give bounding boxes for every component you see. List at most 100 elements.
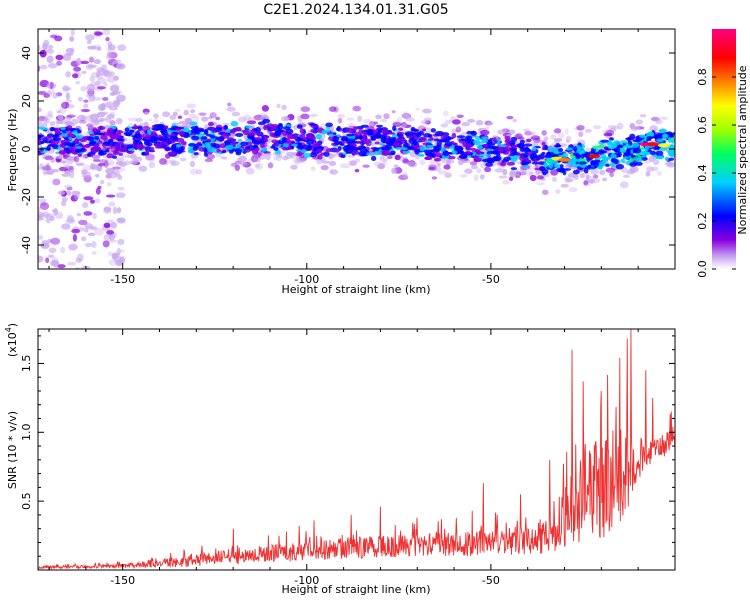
- heatmap-cell: [92, 212, 97, 220]
- heatmap-cell: [61, 101, 70, 109]
- heatmap-cell: [94, 173, 100, 178]
- heatmap-cell: [87, 232, 96, 237]
- heatmap-cell: [340, 154, 346, 159]
- heatmap-cell: [231, 141, 237, 146]
- heatmap-cell: [200, 136, 208, 140]
- heatmap-cell: [421, 128, 427, 132]
- heatmap-cell: [328, 133, 335, 137]
- heatmap-cell: [61, 102, 67, 109]
- heatmap-cell: [658, 129, 665, 133]
- heatmap-cell: [665, 161, 674, 167]
- spectrogram-y-label: Frequency (Hz): [6, 109, 19, 192]
- heatmap-cell: [601, 160, 606, 167]
- heatmap-cell: [103, 69, 110, 78]
- y-tick-label: 1.5: [20, 355, 33, 373]
- heatmap-cell: [501, 128, 510, 133]
- heatmap-cell: [552, 153, 559, 158]
- snr-line: [38, 329, 675, 570]
- heatmap-cell: [186, 103, 196, 109]
- heatmap-cell: [511, 147, 516, 151]
- heatmap-cell: [281, 155, 289, 161]
- heatmap-cell: [72, 73, 79, 79]
- heatmap-cell: [181, 140, 187, 146]
- heatmap-cell: [627, 136, 631, 142]
- heatmap-cell: [473, 174, 479, 182]
- heatmap-cell: [47, 89, 55, 95]
- heatmap-cell: [392, 125, 397, 132]
- heatmap-cell: [255, 164, 260, 168]
- heatmap-cell: [578, 161, 587, 165]
- heatmap-cell: [76, 57, 82, 66]
- heatmap-cell: [468, 147, 477, 151]
- y-tick-label: 20: [20, 94, 33, 108]
- heatmap-cell: [620, 158, 626, 164]
- heatmap-cell: [357, 115, 363, 122]
- heatmap-cell: [70, 194, 78, 202]
- colorbar-tick-label: 0.2: [696, 212, 709, 230]
- heatmap-cell: [85, 63, 94, 70]
- heatmap-cell: [655, 150, 664, 156]
- heatmap-cell: [135, 143, 144, 150]
- heatmap-cell: [127, 117, 138, 122]
- heatmap-cell: [519, 167, 527, 174]
- heatmap-cell: [172, 111, 178, 117]
- heatmap-cell: [362, 132, 368, 136]
- heatmap-cell: [80, 147, 86, 152]
- heatmap-cell: [419, 136, 427, 143]
- heatmap-cell: [89, 199, 95, 204]
- heatmap-cell: [630, 126, 641, 130]
- heatmap-cell: [400, 138, 405, 144]
- heatmap-cell: [150, 130, 157, 137]
- heatmap-cell: [115, 117, 123, 125]
- heatmap-cell: [89, 75, 95, 82]
- heatmap-cell: [390, 150, 396, 155]
- heatmap-cell: [653, 135, 659, 140]
- heatmap-cell: [189, 160, 196, 168]
- heatmap-cell: [38, 234, 44, 239]
- heatmap-cell: [103, 161, 109, 168]
- heatmap-cell: [605, 163, 610, 167]
- heatmap-cell: [39, 64, 48, 70]
- heatmap-cell: [434, 152, 442, 158]
- heatmap-cell: [45, 162, 50, 171]
- heatmap-cell: [94, 80, 101, 87]
- heatmap-cell: [323, 151, 330, 157]
- heatmap-cell: [634, 161, 643, 166]
- heatmap-cell: [68, 127, 75, 132]
- heatmap-cell: [380, 129, 389, 134]
- heatmap-cell: [256, 132, 262, 136]
- x-tick-label: -150: [110, 574, 135, 587]
- heatmap-cell: [194, 143, 203, 147]
- heatmap-cell: [618, 146, 626, 152]
- heatmap-cell: [38, 117, 41, 122]
- heatmap-cell: [75, 146, 83, 149]
- heatmap-cell: [352, 126, 358, 131]
- heatmap-cell: [72, 234, 77, 242]
- heatmap-cell: [116, 167, 126, 172]
- heatmap-cell: [204, 158, 213, 163]
- x-tick-label: -50: [482, 574, 500, 587]
- heatmap-cell: [42, 154, 52, 160]
- heatmap-cell: [271, 123, 279, 130]
- heatmap-cell: [85, 114, 94, 122]
- x-tick-label: -100: [294, 574, 319, 587]
- heatmap-cell: [72, 130, 79, 136]
- heatmap-cell: [116, 207, 122, 214]
- heatmap-cell: [543, 162, 548, 168]
- heatmap-cell: [512, 118, 517, 123]
- heatmap-cell: [237, 116, 247, 123]
- snr-frame: [37, 328, 676, 571]
- figure-title: C2E1.2024.134.01.31.G05: [263, 2, 448, 18]
- heatmap-cell: [531, 140, 539, 147]
- heatmap-cell: [193, 115, 200, 122]
- heatmap-cell: [70, 142, 76, 147]
- heatmap-cell: [56, 60, 63, 66]
- heatmap-cell: [38, 255, 44, 263]
- heatmap-cell: [295, 148, 302, 152]
- heatmap-cell: [285, 128, 294, 135]
- heatmap-cell: [374, 141, 380, 145]
- y-tick-label: -40: [20, 236, 33, 254]
- heatmap-cell: [76, 212, 81, 217]
- heatmap-cell: [505, 138, 511, 142]
- heatmap-cell: [73, 66, 82, 72]
